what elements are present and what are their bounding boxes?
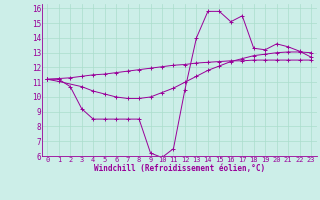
X-axis label: Windchill (Refroidissement éolien,°C): Windchill (Refroidissement éolien,°C) bbox=[94, 164, 265, 173]
